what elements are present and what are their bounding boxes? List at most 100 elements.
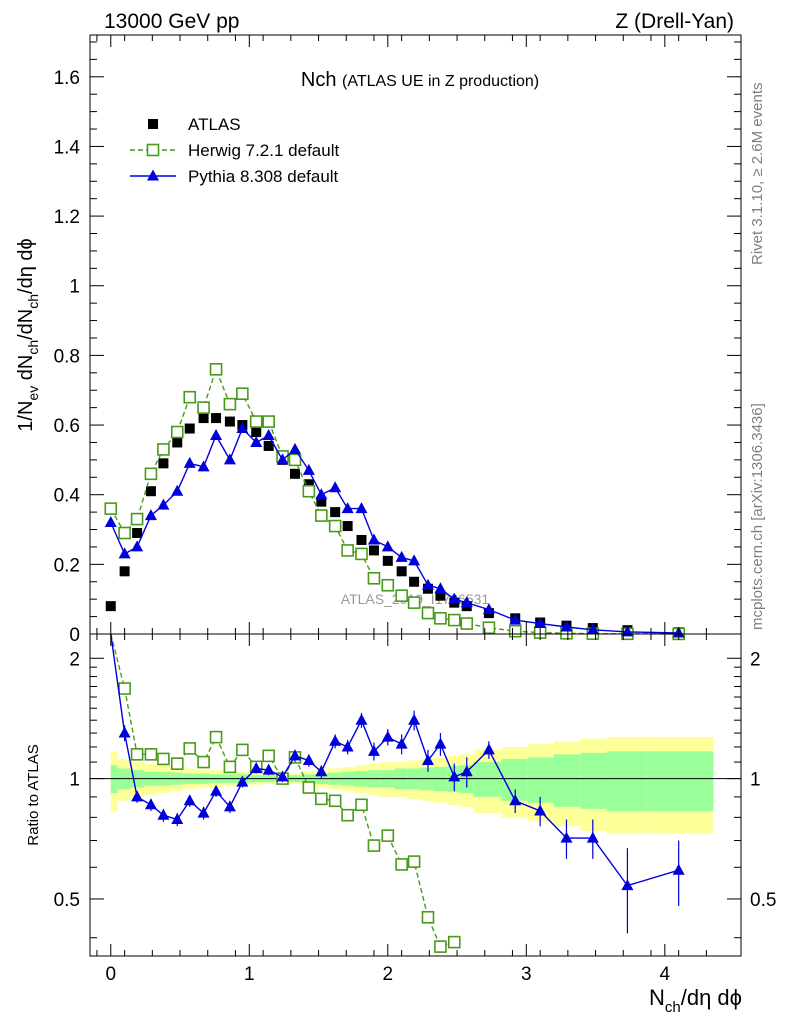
data-point-filled-triangle	[560, 620, 573, 632]
ratio-point-open-square	[367, 839, 381, 852]
ratio-point-open-square	[144, 748, 158, 761]
ratio-tick-label-right: 0.5	[750, 890, 776, 911]
data-point-filled-square	[198, 413, 209, 424]
data-point-open-square	[262, 415, 275, 428]
data-point-filled-triangle	[482, 603, 495, 615]
data-point-open-square	[209, 363, 223, 376]
ratio-tick-label: 1	[69, 770, 80, 791]
data-point-filled-square	[435, 590, 446, 601]
ratio-tick-label-right: 1	[750, 770, 761, 791]
ratio-point-filled-triangle	[621, 879, 634, 891]
ratio-point-filled-triangle	[262, 763, 275, 775]
ratio-point-open-square	[118, 682, 131, 695]
y-tick-label: 1.2	[54, 207, 80, 228]
data-point-filled-square	[158, 458, 169, 469]
ratio-point-filled-triangle	[197, 806, 210, 818]
xlabel-sub: ch	[665, 999, 681, 1016]
ratio-frame	[89, 633, 742, 957]
data-point-filled-triangle	[448, 592, 461, 604]
data-point-open-square	[249, 415, 263, 428]
ratio-point-open-square	[341, 808, 354, 822]
data-point-filled-square	[172, 437, 183, 448]
data-point-filled-triangle	[131, 540, 144, 552]
data-point-filled-triangle	[183, 456, 196, 468]
ratio-point-filled-triangle	[118, 726, 131, 738]
data-point-filled-triangle	[381, 540, 394, 552]
data-point-filled-square	[316, 496, 327, 507]
data-point-filled-triangle	[250, 435, 263, 447]
data-point-filled-triangle	[118, 547, 131, 559]
ratio-point-open-square	[302, 781, 316, 794]
ratio-bands	[90, 737, 741, 834]
data-point-open-square	[104, 502, 118, 515]
ratio-point-filled-triangle	[250, 761, 263, 773]
ratio-point-open-square	[395, 858, 408, 871]
ratio-point-open-square	[130, 748, 144, 761]
data-point-filled-square	[409, 576, 420, 587]
rivet-label: Rivet 3.1.10, ≥ 2.6M events	[749, 83, 766, 266]
data-point-filled-square	[184, 423, 195, 434]
ratio-point-filled-triangle	[302, 753, 315, 765]
ratio-point-open-square	[447, 935, 461, 949]
ratio-point-filled-triangle	[586, 831, 599, 843]
data-point-open-square	[482, 621, 496, 635]
ratio-point-filled-triangle	[315, 765, 328, 777]
data-point-open-square	[302, 484, 316, 498]
ratio-point-open-square	[355, 798, 368, 812]
data-point-filled-triangle	[460, 596, 473, 608]
ratio-point-filled-triangle	[434, 737, 447, 749]
data-point-filled-triangle	[157, 498, 170, 510]
stat-uncertainty-band	[606, 751, 647, 811]
header-process: Z (Drell-Yan)	[615, 10, 734, 33]
data-point-open-square	[223, 397, 237, 411]
data-point-filled-triangle	[104, 516, 117, 528]
ratio-point-filled-triangle	[672, 863, 685, 875]
data-point-open-square	[407, 596, 421, 609]
x-tick-label: 2	[383, 964, 394, 985]
data-point-filled-triangle	[276, 453, 289, 465]
data-point-open-square	[395, 589, 408, 602]
y-tick-label: 0.2	[54, 555, 80, 576]
data-point-open-square	[381, 578, 395, 592]
y-tick-label: 1.4	[54, 137, 81, 158]
ratio-point-open-square	[381, 829, 395, 842]
data-point-filled-triangle	[236, 422, 249, 434]
stat-uncertainty-band	[501, 758, 528, 801]
ratio-point-filled-triangle	[560, 831, 573, 843]
y-tick-label: 1.6	[54, 68, 80, 89]
ylabel-end: /dη dϕ	[15, 238, 37, 294]
ratio-point-open-square	[328, 794, 342, 808]
data-point-filled-triangle	[341, 502, 354, 514]
main-ylabel: 1/Nev dNch/dNch/dη dϕ	[15, 238, 41, 431]
header-energy: 13000 GeV pp	[104, 10, 239, 33]
ratio-point-open-square	[407, 855, 421, 868]
ratio-point-filled-triangle	[355, 713, 368, 725]
ratio-point-open-square	[183, 742, 197, 755]
ratio-point-filled-triangle	[408, 713, 421, 725]
data-point-filled-triangle	[408, 554, 421, 566]
data-point-open-square	[355, 547, 368, 561]
data-point-open-square	[236, 387, 249, 401]
data-point-filled-triangle	[144, 509, 157, 521]
y-tick-label: 0	[69, 625, 80, 646]
data-point-open-square	[447, 613, 461, 627]
data-point-filled-square	[330, 507, 341, 518]
data-point-filled-triangle	[197, 460, 210, 472]
ratio-panel: 0.5 0.5 1 1 2 2	[54, 633, 776, 957]
data-point-filled-square	[145, 486, 156, 497]
data-point-open-square	[157, 443, 170, 456]
main-marks	[104, 363, 685, 641]
x-axis-label: Nch/dη dϕ	[649, 985, 742, 1016]
legend-marker-open-square	[146, 143, 160, 157]
data-point-filled-triangle	[421, 578, 434, 590]
chart-subtitle: (ATLAS UE in Z production)	[342, 73, 539, 90]
data-point-filled-triangle	[355, 502, 368, 514]
ratio-point-filled-triangle	[183, 794, 196, 806]
data-point-filled-square	[224, 416, 235, 427]
data-point-filled-square	[211, 413, 222, 424]
ratio-point-filled-triangle	[171, 813, 184, 825]
ratio-point-open-square	[434, 940, 447, 953]
data-point-open-square	[341, 544, 354, 557]
data-point-filled-triangle	[302, 463, 315, 475]
legend-label: Herwig 7.2.1 default	[188, 141, 339, 160]
